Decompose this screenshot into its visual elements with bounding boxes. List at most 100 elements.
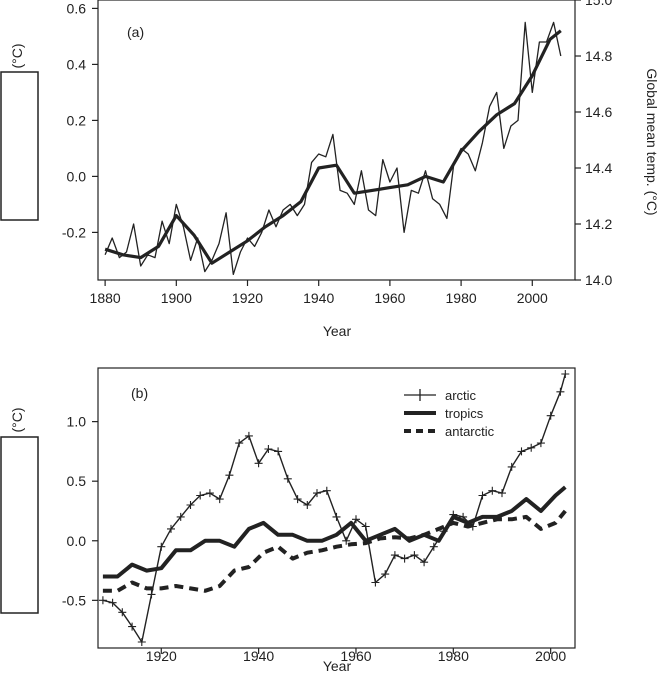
arctic-point-marker bbox=[137, 638, 146, 646]
series-line-arctic bbox=[102, 373, 566, 643]
arctic-point-marker bbox=[546, 411, 555, 420]
legend: arctic tropics antarctic bbox=[404, 388, 495, 439]
x-tick-label-a: 1960 bbox=[374, 290, 405, 306]
y-tick-label-b: 0.0 bbox=[67, 533, 87, 549]
y-ticks-a: -0.2 0.0 0.2 0.4 0.6 bbox=[62, 0, 98, 240]
arctic-point-marker bbox=[536, 439, 545, 448]
arctic-point-marker bbox=[176, 512, 185, 521]
y-tick-label-a: -0.2 bbox=[62, 224, 86, 240]
arctic-point-marker bbox=[371, 578, 380, 587]
x-tick-label-b: 1960 bbox=[340, 648, 371, 664]
arctic-point-marker bbox=[196, 491, 205, 500]
x-tick-label-b: 2000 bbox=[535, 648, 566, 664]
x-tick-label-a: 1880 bbox=[90, 290, 121, 306]
x-ticks-b: 1920 1940 1960 1980 2000 bbox=[146, 648, 566, 664]
arctic-point-marker bbox=[332, 512, 341, 521]
x-tick-label-b: 1920 bbox=[146, 648, 177, 664]
panel-a: (a) (°C) Global mean temp. (°C) Year 188… bbox=[9, 0, 660, 339]
arctic-point-marker bbox=[390, 551, 399, 560]
data-lines-b bbox=[98, 370, 570, 646]
y-tick-label-right-a: 15.0 bbox=[585, 0, 612, 8]
y-tick-label-right-a: 14.4 bbox=[585, 160, 612, 176]
arctic-point-marker bbox=[556, 387, 565, 396]
x-tick-label-a: 2000 bbox=[517, 290, 548, 306]
panel-label-a: (a) bbox=[127, 24, 144, 40]
arctic-point-marker bbox=[254, 459, 263, 468]
legend-entry-tropics: tropics bbox=[404, 406, 484, 421]
y-tick-label-b: -0.5 bbox=[62, 592, 86, 608]
arctic-point-marker bbox=[561, 370, 570, 378]
arctic-point-marker bbox=[488, 486, 497, 495]
x-tick-label-a: 1900 bbox=[161, 290, 192, 306]
arctic-point-marker bbox=[244, 431, 253, 440]
series-line-smoothed bbox=[104, 29, 562, 265]
arctic-point-marker bbox=[186, 501, 195, 509]
x-tick-label-b: 1980 bbox=[438, 648, 469, 664]
y-tick-label-right-a: 14.2 bbox=[585, 216, 612, 232]
arctic-point-marker bbox=[235, 439, 244, 448]
arctic-point-marker bbox=[118, 608, 127, 617]
series-line-antarctic bbox=[102, 509, 567, 593]
plot-frame-a bbox=[97, 0, 576, 281]
arctic-point-marker bbox=[478, 491, 487, 500]
arctic-point-marker bbox=[498, 489, 506, 498]
arctic-point-marker bbox=[527, 443, 536, 452]
y-ticks-b: -0.5 0.0 0.5 1.0 bbox=[62, 414, 98, 608]
series-line-annual bbox=[104, 21, 562, 276]
plot-frame-b bbox=[97, 367, 576, 649]
y-ticks-right-a: 14.0 14.2 14.4 14.6 14.8 15.0 bbox=[575, 0, 612, 288]
x-tick-label-b: 1940 bbox=[243, 648, 274, 664]
y-tick-label-a: 0.4 bbox=[67, 56, 87, 72]
legend-label-antarctic: antarctic bbox=[445, 424, 495, 439]
arctic-point-marker bbox=[147, 590, 156, 599]
arctic-point-marker bbox=[274, 447, 283, 456]
arctic-point-marker bbox=[225, 471, 234, 480]
arctic-point-marker bbox=[264, 445, 273, 453]
y-axis-label-b: (°C) bbox=[9, 407, 25, 432]
arctic-point-marker bbox=[342, 536, 351, 545]
legend-label-tropics: tropics bbox=[445, 406, 484, 421]
arctic-point-marker bbox=[420, 558, 429, 567]
arctic-point-marker bbox=[507, 462, 516, 471]
arctic-point-marker bbox=[157, 542, 166, 551]
x-ticks-a: 1880 1900 1920 1940 1960 1980 2000 bbox=[90, 280, 548, 306]
y-axis-label-right-a: Global mean temp. (°C) bbox=[644, 68, 660, 215]
y-tick-label-right-a: 14.0 bbox=[585, 272, 612, 288]
arctic-point-marker bbox=[400, 554, 409, 563]
arctic-point-marker bbox=[167, 524, 175, 533]
arctic-point-marker bbox=[429, 542, 438, 551]
arctic-point-marker bbox=[283, 474, 292, 483]
x-tick-label-a: 1920 bbox=[232, 290, 263, 306]
arctic-point-marker bbox=[381, 570, 390, 579]
arctic-point-marker bbox=[322, 486, 331, 495]
arctic-point-marker bbox=[205, 489, 214, 498]
series-line-tropics bbox=[102, 485, 567, 579]
panel-label-b: (b) bbox=[131, 385, 148, 401]
arctic-point-marker bbox=[98, 596, 107, 605]
x-tick-label-a: 1940 bbox=[303, 290, 334, 306]
legend-entry-antarctic: antarctic bbox=[404, 424, 495, 439]
y-tick-label-a: 0.0 bbox=[67, 168, 87, 184]
y-axis-label-left-a: (°C) bbox=[9, 43, 25, 68]
arctic-point-marker bbox=[361, 522, 370, 531]
arctic-point-marker bbox=[215, 495, 224, 504]
legend-label-arctic: arctic bbox=[445, 388, 477, 403]
y-tick-label-a: 0.2 bbox=[67, 112, 87, 128]
y-tick-label-right-a: 14.6 bbox=[585, 104, 612, 120]
left-label-box-a bbox=[0, 71, 39, 221]
y-tick-label-b: 1.0 bbox=[67, 414, 87, 430]
data-lines-a bbox=[104, 21, 562, 276]
arctic-point-marker bbox=[108, 598, 117, 607]
x-tick-label-a: 1980 bbox=[446, 290, 477, 306]
arctic-point-marker bbox=[517, 447, 526, 456]
x-axis-label-a: Year bbox=[323, 323, 352, 339]
arctic-point-marker bbox=[352, 515, 360, 524]
y-tick-label-a: 0.6 bbox=[67, 0, 87, 16]
x-axis-label-b: Year bbox=[323, 658, 352, 674]
legend-entry-arctic: arctic bbox=[404, 388, 477, 403]
arctic-point-marker bbox=[293, 495, 302, 504]
panel-b: (b) (°C) Year 1920 1940 1960 1980 2000 -0.5 0… bbox=[9, 367, 576, 674]
arctic-point-marker bbox=[313, 489, 321, 498]
y-tick-label-right-a: 14.8 bbox=[585, 48, 612, 64]
arctic-point-marker bbox=[128, 622, 137, 631]
